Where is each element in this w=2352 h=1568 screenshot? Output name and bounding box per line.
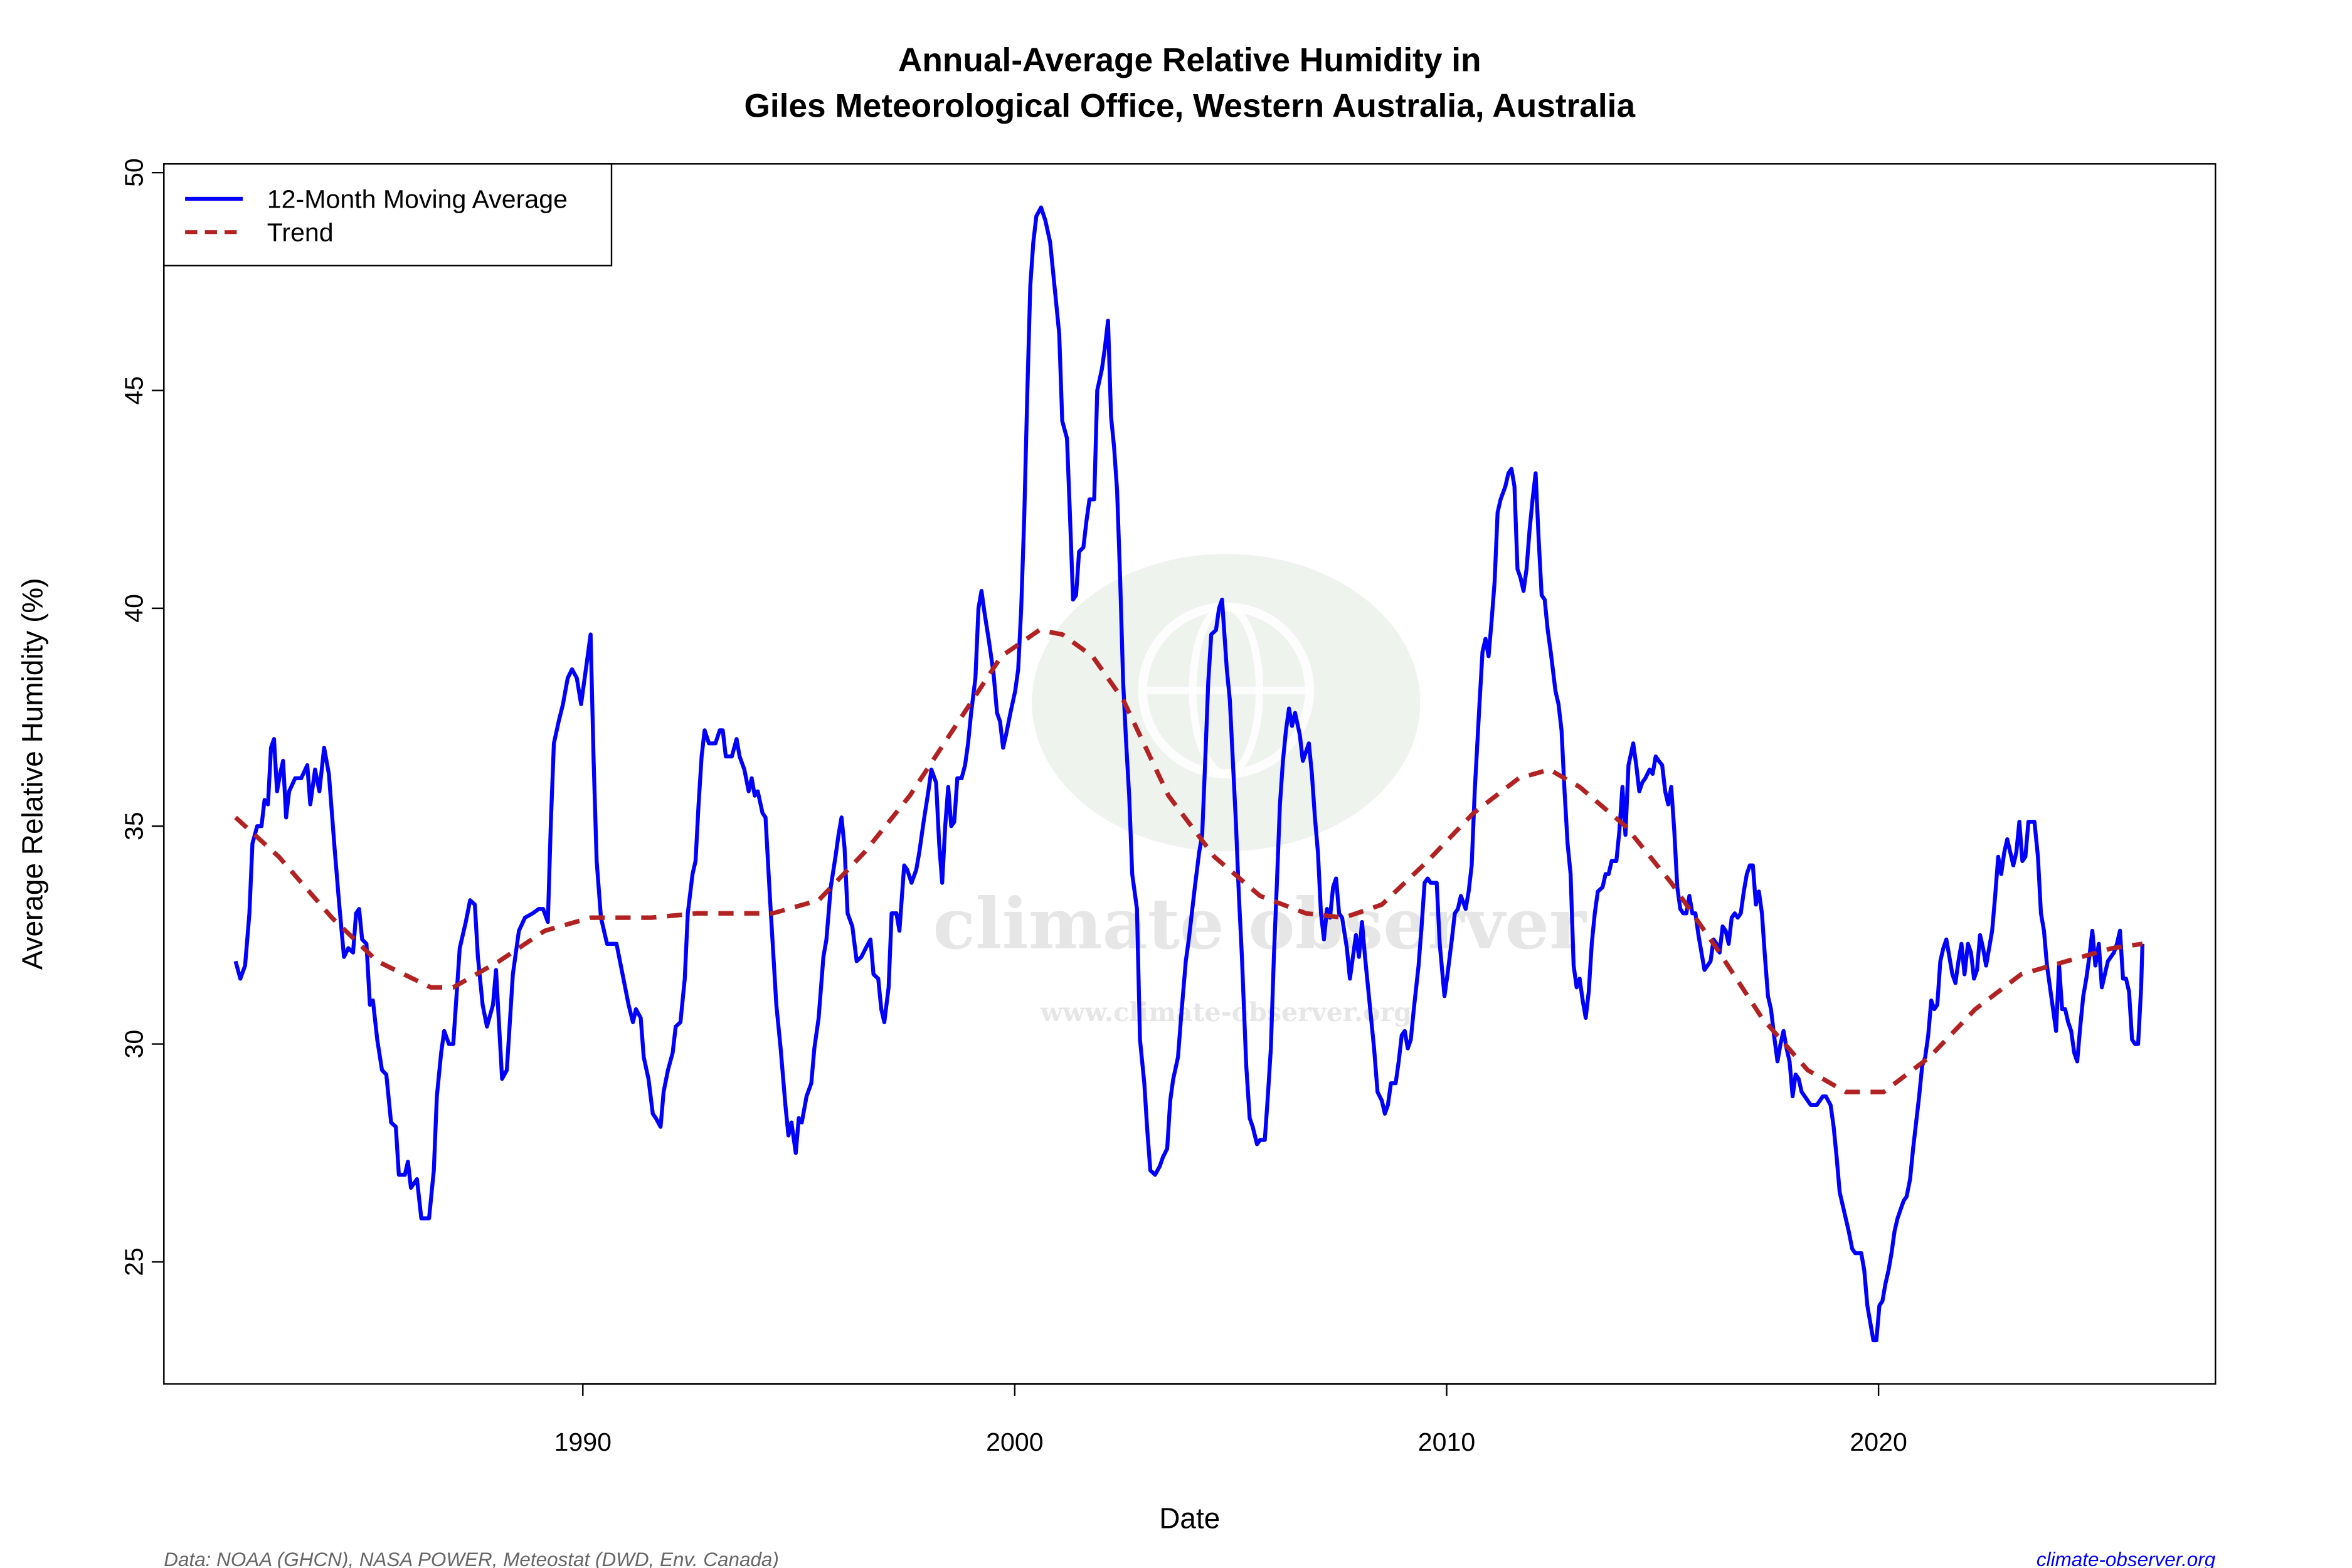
footer-site-link[interactable]: climate-observer.org (2037, 1549, 2216, 1568)
series-line-trend (234, 627, 2143, 1094)
y-axis-label: Average Relative Humidity (%) (16, 578, 49, 970)
chart-title: Annual-Average Relative Humidity in (898, 42, 1481, 79)
x-tick-label: 2020 (1850, 1428, 1907, 1456)
x-axis: 1990 2000 2010 2020 (554, 1383, 1907, 1456)
watermark-globe-icon (1032, 554, 1421, 852)
x-tick-label: 2000 (986, 1428, 1043, 1456)
x-axis-label: Date (1159, 1502, 1220, 1534)
watermark: climate observer www.climate-observer.or… (933, 554, 1587, 1027)
y-tick-label: 45 (119, 376, 148, 405)
y-tick-label: 25 (119, 1248, 148, 1276)
y-tick-label: 40 (119, 594, 148, 623)
y-tick-label: 35 (119, 812, 148, 840)
y-tick-label: 50 (119, 158, 148, 187)
series-layer (233, 205, 2145, 1343)
x-tick-label: 1990 (554, 1428, 612, 1456)
x-tick-label: 2010 (1418, 1428, 1475, 1456)
watermark-url: www.climate-observer.org (1040, 997, 1412, 1027)
legend-label-moving-average: 12-Month Moving Average (267, 184, 568, 213)
footer-source: Data: NOAA (GHCN), NASA POWER, Meteostat… (164, 1549, 779, 1568)
y-tick-label: 30 (119, 1030, 148, 1059)
chart-subtitle: Giles Meteorological Office, Western Aus… (744, 87, 1635, 124)
legend: 12-Month Moving Average Trend (163, 163, 613, 267)
y-axis: 25 30 35 40 45 50 (119, 158, 165, 1276)
series-line-moving-average (233, 205, 2145, 1343)
legend-label-trend: Trend (267, 218, 334, 247)
